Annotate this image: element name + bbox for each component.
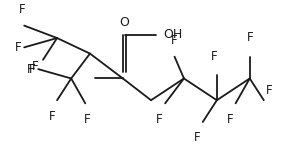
Text: F: F (32, 60, 38, 72)
Text: F: F (194, 131, 200, 144)
Text: F: F (266, 84, 273, 97)
Text: F: F (27, 63, 34, 76)
Text: F: F (211, 50, 218, 63)
Text: F: F (15, 41, 22, 54)
Text: F: F (156, 113, 163, 126)
Text: F: F (18, 3, 25, 16)
Text: O: O (120, 16, 129, 29)
Text: OH: OH (163, 28, 182, 41)
Text: F: F (227, 113, 233, 126)
Text: F: F (84, 113, 91, 126)
Text: F: F (29, 63, 36, 76)
Text: F: F (171, 34, 178, 47)
Text: F: F (49, 110, 56, 123)
Text: F: F (247, 31, 253, 44)
